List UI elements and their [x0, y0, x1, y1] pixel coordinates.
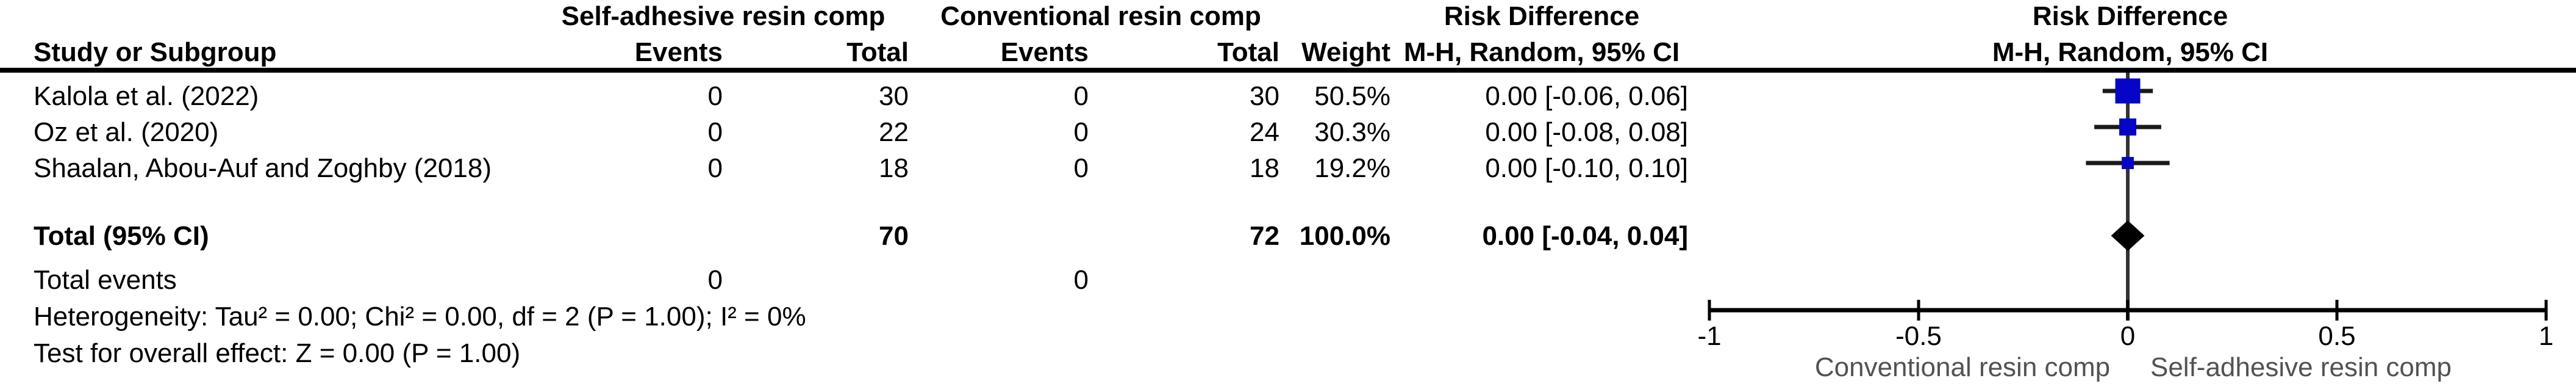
- total2-value: 18: [1250, 153, 1279, 183]
- total-events-label: Total events: [34, 265, 177, 295]
- total1-column-header: Total: [846, 37, 909, 67]
- favours-left-label: Conventional resin comp: [1814, 352, 2111, 382]
- study-name: Oz et al. (2020): [34, 117, 219, 147]
- ci-value: 0.00 [-0.08, 0.08]: [1485, 117, 1688, 147]
- axis-tick-label: -1: [1697, 321, 1722, 351]
- events1-value: 0: [707, 81, 723, 111]
- ci-value: 0.00 [-0.06, 0.06]: [1485, 81, 1688, 111]
- events1-value: 0: [707, 117, 723, 147]
- events2-value: 0: [1073, 153, 1089, 183]
- events2-value: 0: [1073, 81, 1089, 111]
- ci-value: 0.00 [-0.10, 0.10]: [1485, 153, 1688, 183]
- total2-column-header: Total: [1217, 37, 1279, 67]
- header-separator-rule: [0, 68, 2576, 73]
- weight-value: 50.5%: [1314, 81, 1390, 111]
- events2-value: 0: [1073, 117, 1089, 147]
- total1-sum: 70: [879, 221, 909, 251]
- total-events1-value: 0: [707, 265, 723, 295]
- study-name: Shaalan, Abou-Auf and Zoghby (2018): [34, 153, 492, 183]
- stat-column-title: Risk Difference: [1444, 1, 1640, 31]
- total1-value: 30: [879, 81, 909, 111]
- axis-tick-label: 0.5: [2318, 321, 2356, 351]
- heterogeneity-text: Heterogeneity: Tau² = 0.00; Chi² = 0.00,…: [34, 302, 806, 332]
- study-weight-square: [2115, 78, 2141, 104]
- study-name: Kalola et al. (2022): [34, 81, 259, 111]
- stat-method-header: M-H, Random, 95% CI: [1403, 37, 1680, 67]
- group1-header: Self-adhesive resin comp: [561, 1, 886, 31]
- overall-effect-text: Test for overall effect: Z = 0.00 (P = 1…: [34, 338, 521, 368]
- study-weight-square: [2122, 157, 2134, 169]
- axis-tick-label: -0.5: [1895, 321, 1942, 351]
- axis-tick-label: 0: [2120, 321, 2136, 351]
- events1-column-header: Events: [634, 37, 723, 67]
- plot-column-title: Risk Difference: [2032, 1, 2228, 31]
- weight-column-header: Weight: [1301, 37, 1390, 67]
- total-ci-value: 0.00 [-0.04, 0.04]: [1482, 221, 1688, 251]
- study-weight-square: [2119, 118, 2136, 136]
- total-label: Total (95% CI): [34, 221, 209, 251]
- total2-sum: 72: [1250, 221, 1279, 251]
- total-events2-value: 0: [1073, 265, 1089, 295]
- plot-method-header: M-H, Random, 95% CI: [1992, 37, 2269, 67]
- pooled-effect-diamond: [2111, 220, 2145, 251]
- group2-header: Conventional resin comp: [940, 1, 1261, 31]
- favours-right-label: Self-adhesive resin comp: [2150, 352, 2452, 382]
- events2-column-header: Events: [1000, 37, 1089, 67]
- total1-value: 22: [879, 117, 909, 147]
- study-column-header: Study or Subgroup: [34, 37, 277, 67]
- events1-value: 0: [707, 153, 723, 183]
- weight-sum: 100.0%: [1299, 221, 1390, 251]
- total2-value: 24: [1250, 117, 1279, 147]
- total1-value: 18: [879, 153, 909, 183]
- total2-value: 30: [1250, 81, 1279, 111]
- axis-tick-label: 1: [2538, 321, 2554, 351]
- weight-value: 30.3%: [1314, 117, 1390, 147]
- weight-value: 19.2%: [1314, 153, 1390, 183]
